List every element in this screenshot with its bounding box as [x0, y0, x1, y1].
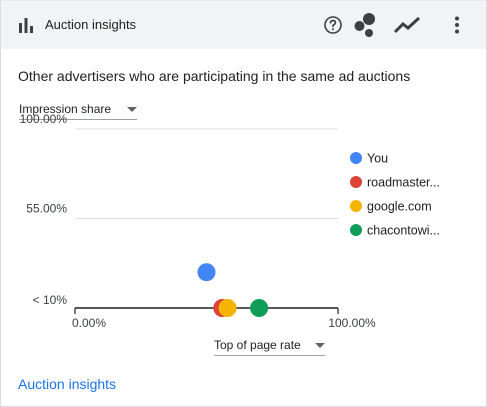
y-metric-label: Impression share [19, 102, 112, 116]
help-button[interactable] [319, 11, 347, 39]
data-point[interactable] [218, 299, 237, 317]
more-options-button[interactable] [443, 11, 471, 39]
legend-swatch [350, 152, 362, 164]
y-metric-select[interactable]: Impression share [19, 102, 137, 120]
y-tick-label: < 10% [33, 293, 68, 307]
y-tick-label: 55.00% [26, 202, 67, 216]
dropdown-arrow-icon [315, 342, 325, 348]
legend-label: chacontowi... [367, 224, 440, 238]
card-title: Auction insights [45, 17, 137, 32]
x-metric-label: Top of page rate [214, 338, 301, 352]
x-tick-label: 0.00% [72, 316, 106, 330]
legend-swatch [350, 224, 362, 236]
trend-view-button[interactable] [393, 11, 421, 39]
trend-icon [393, 16, 421, 34]
legend-label: roadmaster... [367, 176, 440, 190]
bar-chart-icon [19, 18, 33, 33]
x-tick-label: 100.00% [328, 316, 376, 330]
help-icon [324, 16, 342, 34]
auction-insights-link[interactable]: Auction insights [18, 376, 117, 392]
more-vert-icon [455, 16, 459, 34]
legend-label: You [367, 152, 388, 166]
legend-label: google.com [367, 200, 432, 214]
card-subtitle: Other advertisers who are participating … [18, 68, 411, 84]
card-header: Auction insights [1, 1, 486, 49]
x-metric-select[interactable]: Top of page rate [214, 338, 325, 356]
legend-swatch [350, 176, 362, 188]
scatter-icon [354, 13, 375, 37]
scatter-view-button[interactable] [351, 11, 379, 39]
legend-swatch [350, 200, 362, 212]
data-point[interactable] [250, 299, 269, 317]
dropdown-arrow-icon [127, 106, 137, 112]
data-point[interactable] [197, 263, 216, 282]
y-tick-label: 100.00% [20, 112, 68, 126]
